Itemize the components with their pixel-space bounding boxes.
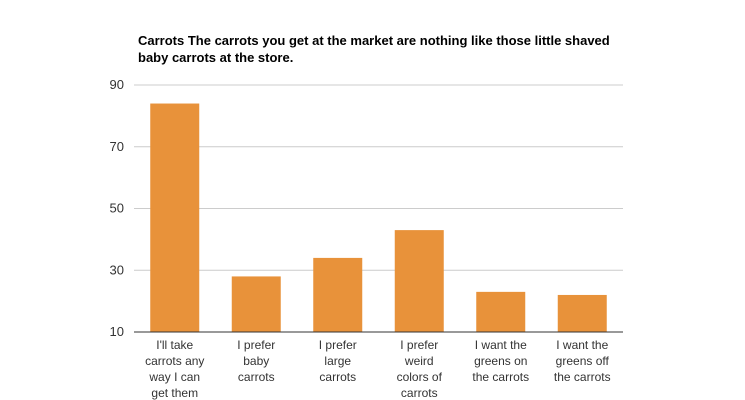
bar: [313, 257, 363, 332]
y-tick-label: 30: [110, 262, 124, 277]
bar: [476, 291, 526, 332]
y-tick-label: 70: [110, 139, 124, 154]
bar: [557, 294, 607, 332]
x-tick-label: I'll take carrots any way I can get them: [145, 338, 204, 400]
bar: [231, 276, 281, 332]
bar: [394, 230, 444, 332]
x-tick-label: I prefer baby carrots: [237, 338, 275, 384]
bar: [150, 103, 200, 333]
x-tick-label: I want the greens on the carrots: [472, 338, 529, 384]
chart-title: Carrots The carrots you get at the marke…: [138, 33, 610, 65]
y-tick-label: 10: [110, 324, 124, 339]
y-tick-label: 50: [110, 201, 124, 216]
y-tick-label: 90: [110, 77, 124, 92]
x-tick-label: I want the greens off the carrots: [554, 338, 611, 384]
x-tick-label: I prefer weird colors of carrots: [397, 338, 443, 400]
x-tick-label: I prefer large carrots: [319, 338, 357, 384]
